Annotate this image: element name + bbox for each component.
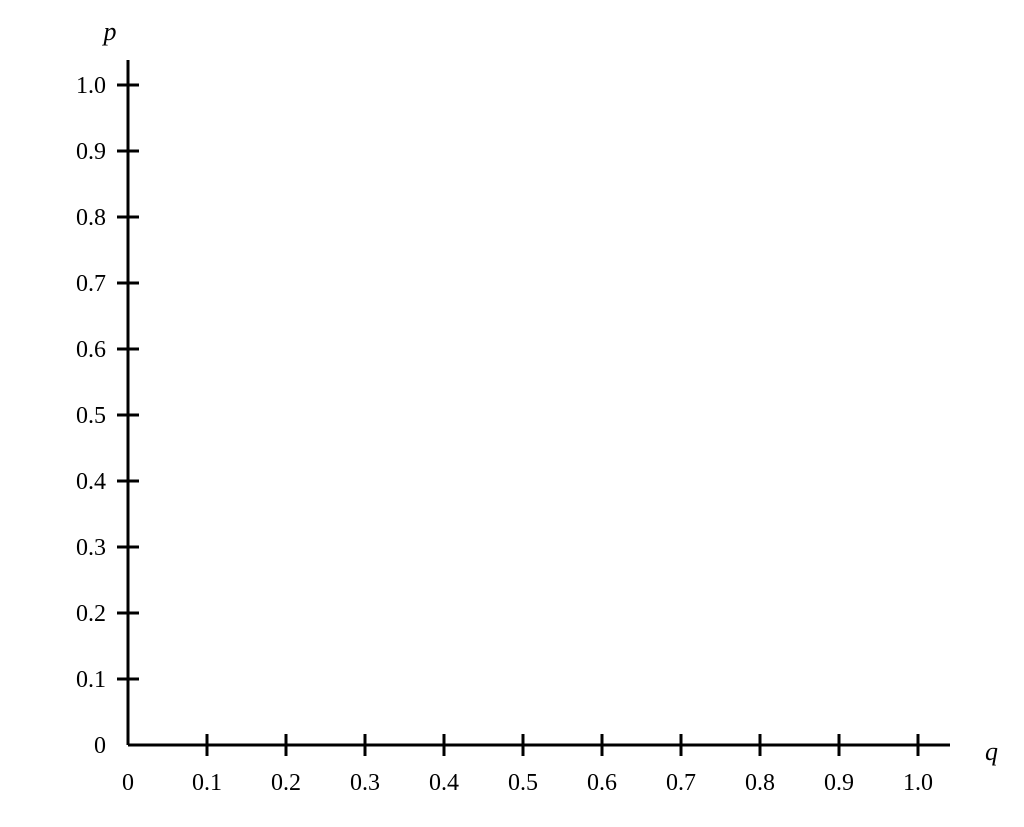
y-tick-label: 0.4: [76, 469, 106, 495]
x-tick-label: 0.4: [429, 770, 459, 796]
x-tick-label: 0: [122, 770, 134, 796]
y-tick-label: 0.6: [76, 337, 106, 363]
y-tick-label: 0.7: [76, 271, 106, 297]
y-tick-label: 0.5: [76, 403, 106, 429]
x-tick-label: 0.3: [350, 770, 380, 796]
x-tick-label: 0.2: [271, 770, 301, 796]
y-tick-label: 0.1: [76, 667, 106, 693]
chart-container: 0 0.1 0.2 0.3 0.4 0.5 0.6 0.7 0.8 0.9 1.0 0 0.1 0.2 0.…: [0, 0, 1024, 827]
x-tick-label: 1.0: [903, 770, 933, 796]
y-tick-label: 0.3: [76, 535, 106, 561]
y-tick-label: 0.2: [76, 601, 106, 627]
y-tick-label: 1.0: [76, 73, 106, 99]
y-tick-label: 0: [94, 733, 106, 759]
y-axis-label: p: [102, 17, 117, 46]
x-tick-label: 0.1: [192, 770, 222, 796]
x-tick-label: 0.8: [745, 770, 775, 796]
x-tick-label: 0.6: [587, 770, 617, 796]
x-tick-label: 0.7: [666, 770, 696, 796]
chart-svg: 0 0.1 0.2 0.3 0.4 0.5 0.6 0.7 0.8 0.9 1.0 0 0.1 0.2 0.…: [0, 0, 1024, 827]
y-tick-label: 0.9: [76, 139, 106, 165]
x-axis-label: q: [985, 737, 998, 766]
x-tick-label: 0.9: [824, 770, 854, 796]
x-tick-label: 0.5: [508, 770, 538, 796]
y-tick-label: 0.8: [76, 205, 106, 231]
